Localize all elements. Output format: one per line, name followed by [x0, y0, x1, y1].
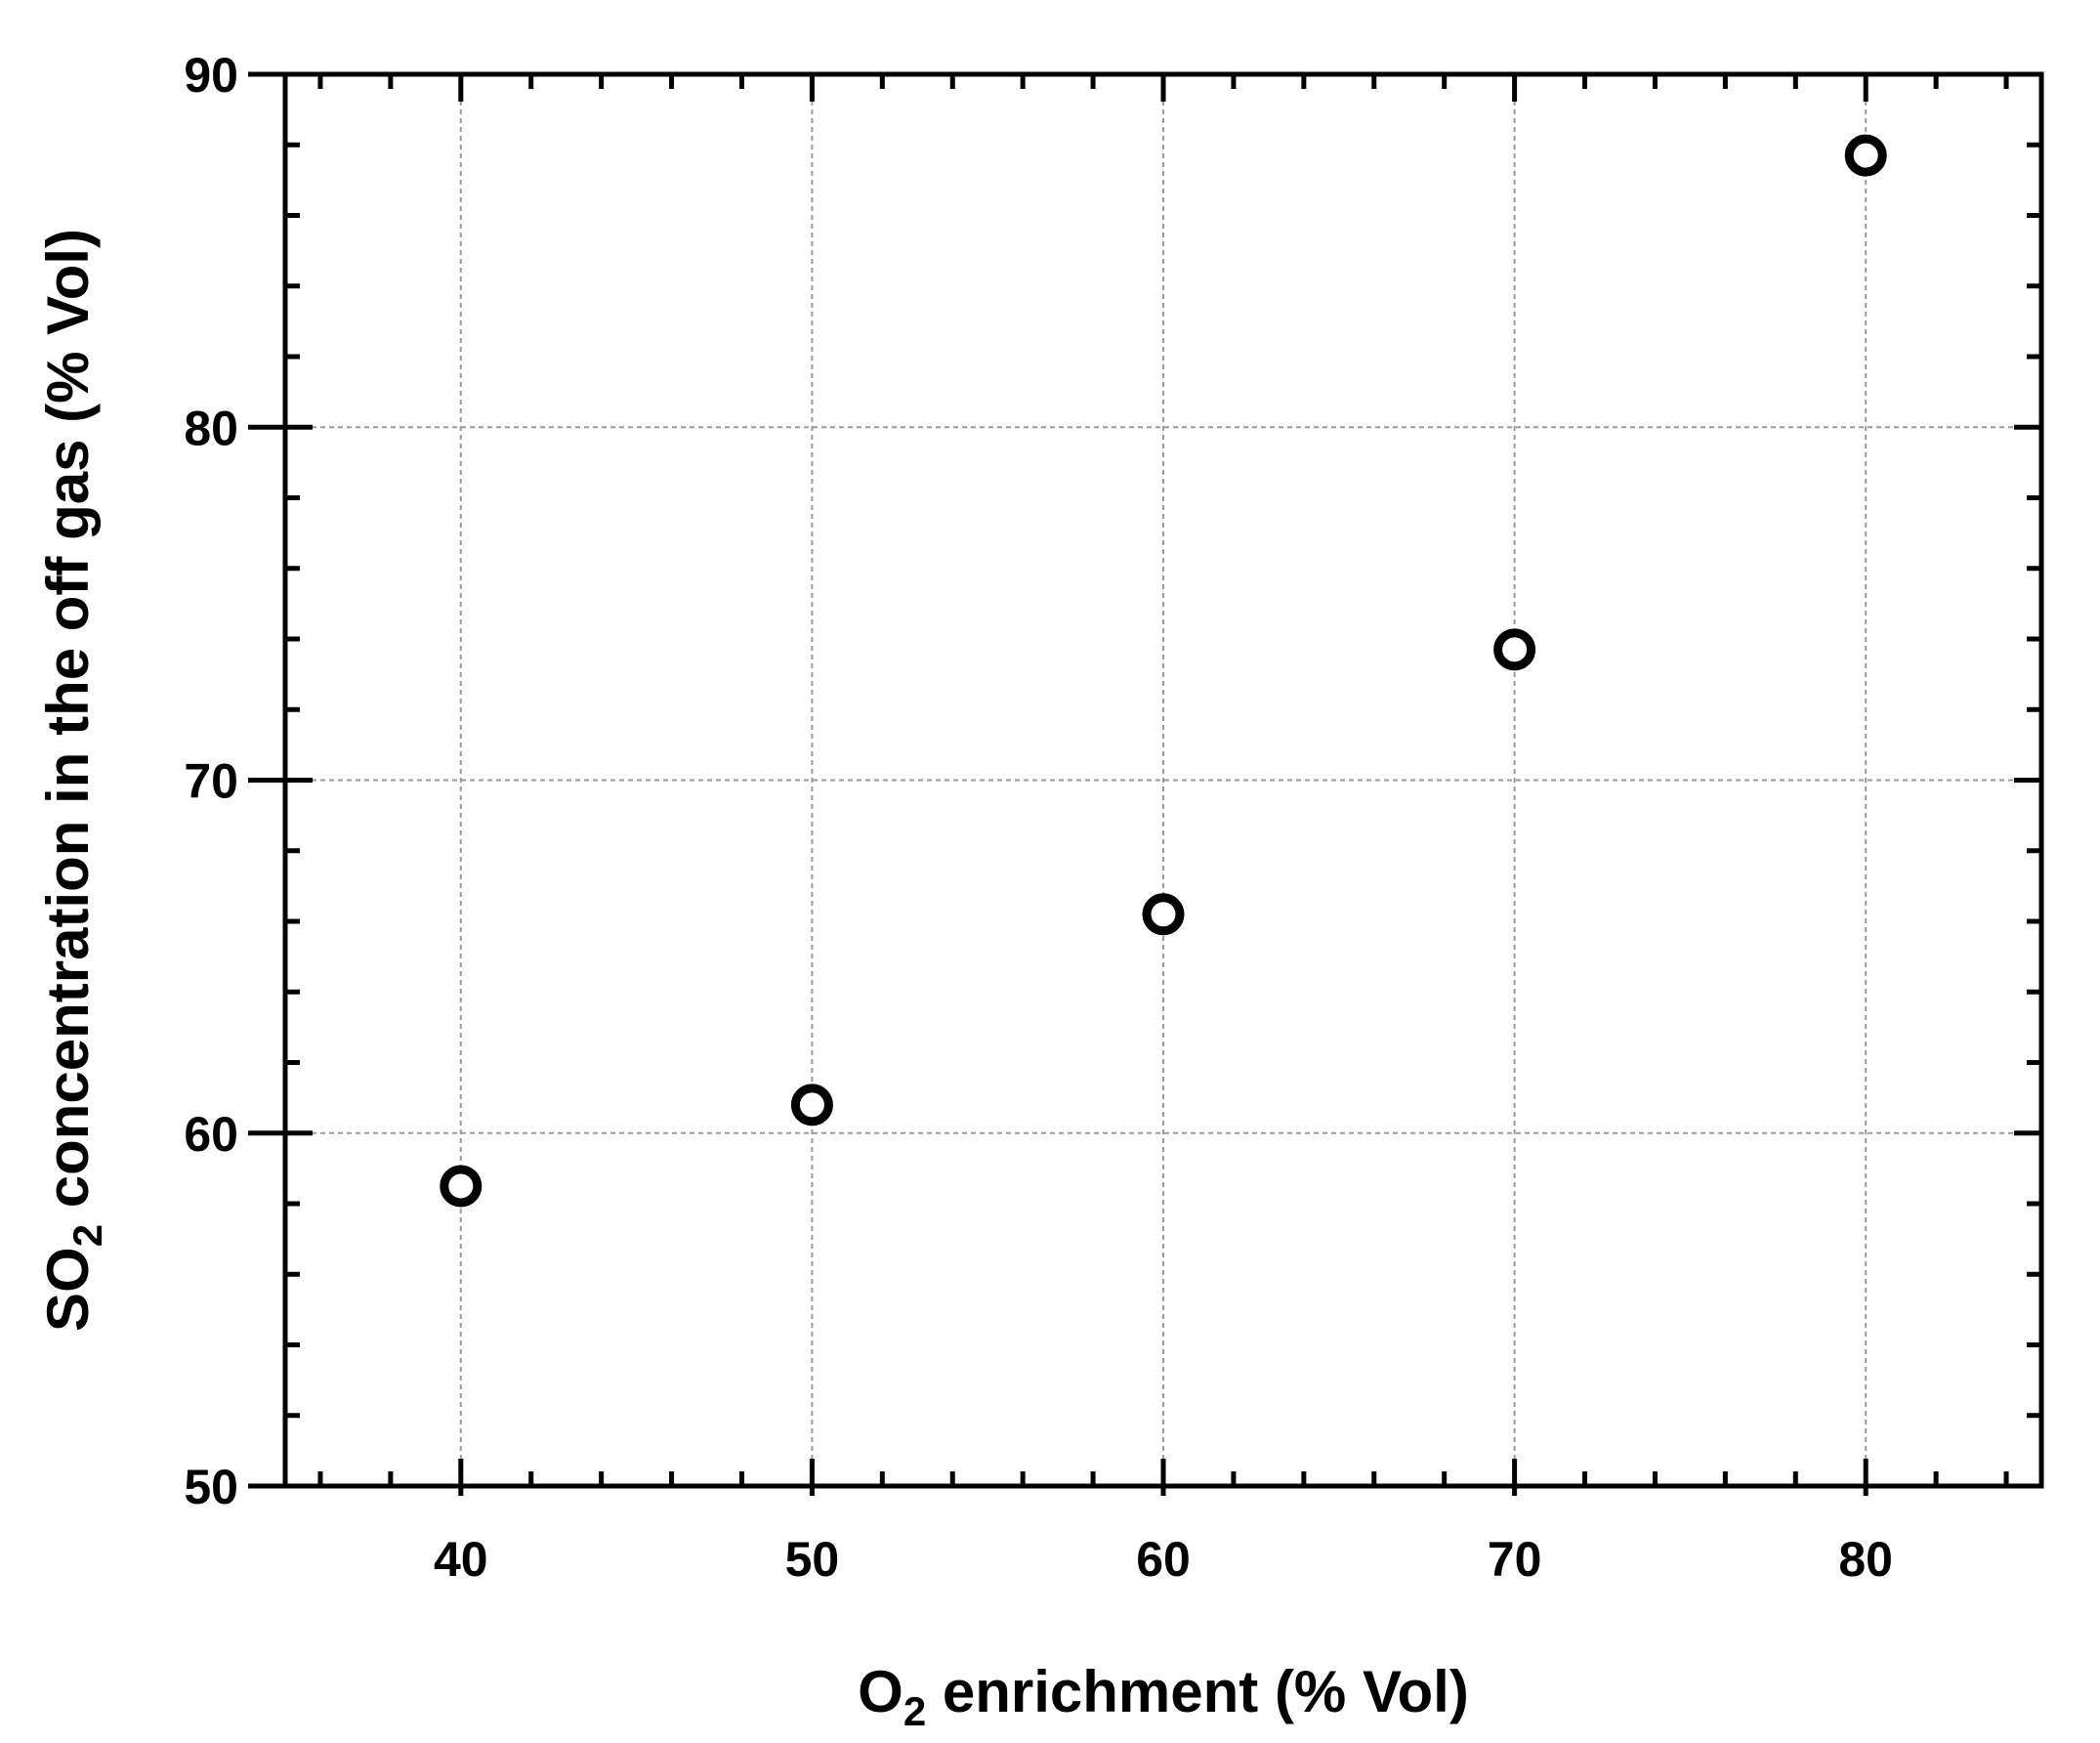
- y-tick-label: 50: [184, 1460, 238, 1514]
- x-tick-label: 60: [1136, 1532, 1191, 1587]
- plot-frame: [282, 71, 2044, 1489]
- y-tick-label: 90: [184, 48, 238, 103]
- y-axis-title: SO2 concentration in the off gas (% Vol): [35, 229, 110, 1332]
- data-points: [440, 134, 1887, 1208]
- x-tick-label: 80: [1838, 1532, 1893, 1587]
- x-tick-label: 50: [785, 1532, 840, 1587]
- x-axis-title-suffix: enrichment (% Vol): [926, 1659, 1469, 1724]
- x-tick-label: 70: [1488, 1532, 1542, 1587]
- data-point: [1493, 628, 1536, 671]
- y-axis-title-subscript: 2: [64, 1224, 110, 1247]
- x-axis-title-prefix: O: [858, 1659, 903, 1724]
- y-tick-label: 60: [184, 1107, 238, 1162]
- y-tick-label: 80: [184, 401, 238, 455]
- axis-ticks: [248, 71, 2041, 1496]
- grid-lines: [285, 74, 2041, 1486]
- x-tick-label: 40: [434, 1532, 488, 1587]
- data-point: [440, 1165, 483, 1208]
- y-tick-label: 70: [184, 754, 238, 809]
- tick-labels: 40 50 60 70 80 50 60 70 80 90: [184, 48, 1893, 1587]
- x-axis-title-subscript: 2: [903, 1688, 926, 1734]
- y-axis-title-suffix: concentration in the off gas (% Vol): [35, 229, 101, 1224]
- data-point: [1844, 134, 1887, 177]
- y-axis-title-prefix: SO: [35, 1247, 101, 1332]
- x-axis-title: O2 enrichment (% Vol): [858, 1659, 1469, 1734]
- data-point: [1142, 893, 1185, 936]
- data-point: [790, 1084, 833, 1127]
